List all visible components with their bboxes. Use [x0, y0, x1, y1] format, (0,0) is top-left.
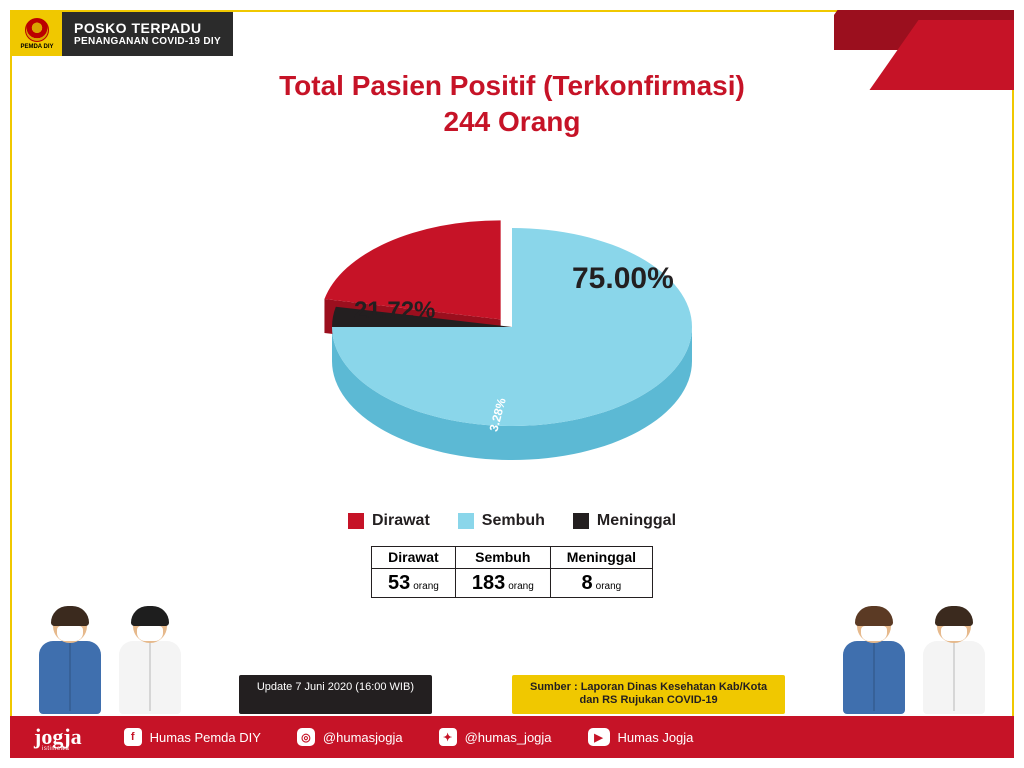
youtube-icon: ▶ [588, 728, 610, 746]
footer-socials: f Humas Pemda DIY ◎ @humasjogja ✦ @humas_jogj… [124, 728, 694, 746]
footer-social[interactable]: f Humas Pemda DIY [124, 728, 261, 746]
footer-social-text: @humasjogja [323, 730, 403, 745]
legend-swatch [458, 513, 474, 529]
table-cell: 183orang [455, 569, 550, 598]
legend-label: Dirawat [372, 512, 430, 530]
summary-table: Dirawat Sembuh Meninggal 53orang 183oran… [371, 546, 653, 598]
source-line2: dan RS Rujukan COVID-19 [530, 694, 767, 708]
legend-item-dirawat: Dirawat [348, 512, 430, 530]
footer-brand-sub: istimewa [42, 746, 69, 752]
pct-dirawat: 21.72% [354, 297, 435, 325]
title-line1: Total Pasien Positif (Terkonfirmasi) [12, 70, 1012, 102]
pct-sembuh: 75.00% [572, 262, 674, 296]
pemda-logo-icon [25, 18, 49, 42]
legend-item-meninggal: Meninggal [573, 512, 676, 530]
source-pill: Sumber : Laporan Dinas Kesehatan Kab/Kot… [512, 675, 785, 715]
header-line1: POSKO TERPADU [74, 21, 221, 36]
table-header: Sembuh [455, 547, 550, 569]
infographic-frame: PEMDA DIY POSKO TERPADU PENANGANAN COVID… [10, 10, 1014, 758]
footer-bar: jogja istimewa f Humas Pemda DIY ◎ @humasjo… [10, 716, 1014, 758]
title-line2: 244 Orang [12, 106, 1012, 138]
twitter-icon: ✦ [439, 728, 457, 746]
footer-social[interactable]: ◎ @humasjogja [297, 728, 403, 746]
instagram-icon: ◎ [297, 728, 315, 746]
footer-social-text: Humas Pemda DIY [150, 730, 261, 745]
footer-social[interactable]: ▶ Humas Jogja [588, 728, 694, 746]
header-badge: PEMDA DIY POSKO TERPADU PENANGANAN COVID… [12, 12, 233, 56]
header-line2: PENANGANAN COVID-19 DIY [74, 36, 221, 47]
legend-label: Sembuh [482, 512, 545, 530]
table-header-row: Dirawat Sembuh Meninggal [371, 547, 652, 569]
legend-swatch [573, 513, 589, 529]
source-line1: Sumber : Laporan Dinas Kesehatan Kab/Kot… [530, 681, 767, 695]
footer-social-text: @humas_jogja [465, 730, 552, 745]
info-row: Update 7 Juni 2020 (16:00 WIB) Sumber : … [12, 675, 1012, 715]
pemda-logo-caption: PEMDA DIY [20, 44, 53, 50]
footer-brand: jogja istimewa [34, 724, 88, 750]
table-header: Meninggal [550, 547, 652, 569]
header-titles: POSKO TERPADU PENANGANAN COVID-19 DIY [62, 12, 233, 56]
table-header: Dirawat [371, 547, 455, 569]
update-pill: Update 7 Juni 2020 (16:00 WIB) [239, 675, 432, 715]
pie-svg [282, 187, 742, 487]
table-value-row: 53orang 183orang 8orang [371, 569, 652, 598]
main-title: Total Pasien Positif (Terkonfirmasi) 244… [12, 70, 1012, 138]
legend-label: Meninggal [597, 512, 676, 530]
legend-item-sembuh: Sembuh [458, 512, 545, 530]
footer-social-text: Humas Jogja [618, 730, 694, 745]
footer-social[interactable]: ✦ @humas_jogja [439, 728, 552, 746]
facebook-icon: f [124, 728, 142, 746]
pie-chart: 75.00% 21.72% 3.28% [282, 187, 742, 487]
pemda-logo: PEMDA DIY [12, 12, 62, 56]
legend: Dirawat Sembuh Meninggal [12, 512, 1012, 530]
table-cell: 8orang [550, 569, 652, 598]
legend-swatch [348, 513, 364, 529]
table-cell: 53orang [371, 569, 455, 598]
